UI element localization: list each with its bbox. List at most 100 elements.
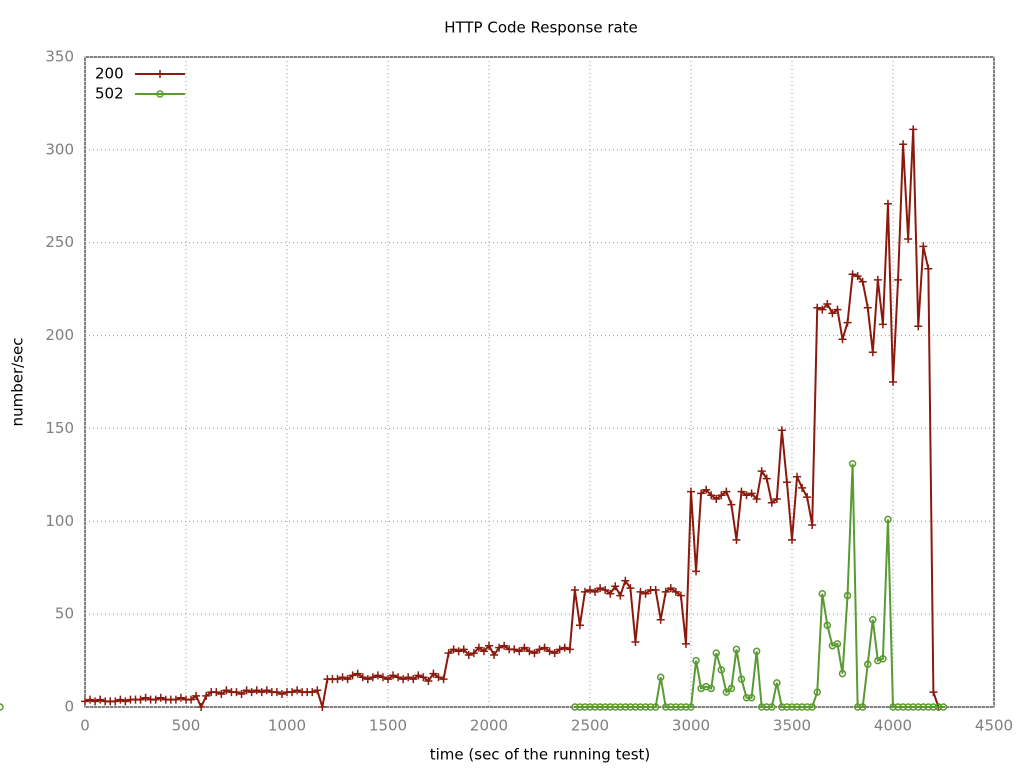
point [242,686,251,695]
point [778,703,786,711]
point [838,335,847,344]
point [757,703,766,711]
point [641,589,650,598]
point [767,498,776,507]
point [853,703,862,711]
point [151,695,160,704]
y-axis-label: number/sec [9,338,27,427]
point [798,703,806,711]
point [894,703,902,711]
point [899,140,908,149]
y-tick-label: 250 [45,233,74,251]
point [373,671,382,680]
point [96,695,105,704]
point [111,697,120,706]
point [662,703,670,711]
point [661,587,670,596]
point [889,703,897,711]
point [434,673,443,682]
point [904,703,912,711]
point [474,643,483,652]
point [641,703,650,711]
point [414,671,423,680]
point [677,703,685,711]
point [353,669,362,678]
point [601,586,610,594]
x-axis-label: time (sec of the running test) [430,746,651,764]
point [424,677,433,685]
point [737,675,746,683]
point [681,639,690,648]
point [889,378,897,386]
point [697,489,706,498]
legend-label: 200 [95,65,124,83]
point [884,515,892,524]
point [530,649,539,658]
point [883,199,892,208]
y-tick-label: 100 [45,512,74,530]
point [343,675,352,684]
point [535,645,544,654]
point [409,675,418,684]
legend-marker [156,70,164,78]
point [914,322,923,331]
point [833,640,842,648]
point [454,647,463,656]
y-tick-label: 200 [45,326,74,344]
point [717,491,726,500]
point [368,673,377,682]
point [763,703,771,711]
point [575,621,584,630]
point [500,641,509,650]
point [86,695,95,704]
point [712,495,721,503]
point [141,693,150,702]
point [389,671,398,680]
point [904,235,913,243]
x-tick-label: 1000 [268,717,306,735]
point [833,305,842,314]
point [909,125,918,134]
point [843,318,852,327]
point [591,587,600,596]
point [914,703,922,711]
point [868,348,877,357]
point [121,697,130,706]
point [591,703,599,711]
point [525,647,534,656]
point [737,487,746,496]
y-tick-label: 50 [55,605,74,623]
point [727,500,736,509]
point [288,688,297,697]
point [813,688,821,696]
point [803,703,811,711]
point [444,649,453,658]
point [606,589,615,598]
point [631,703,640,711]
point [651,703,660,711]
point [808,521,817,529]
series-line [574,463,944,708]
point [479,647,488,656]
x-tick-label: 4000 [874,717,912,735]
point [580,587,589,596]
point [510,645,519,654]
point [672,703,680,711]
x-tick-label: 2000 [470,717,508,735]
point [717,666,726,674]
point [490,651,499,659]
point [656,615,665,624]
point [732,645,741,654]
point [682,703,690,711]
legend-marker [156,90,164,98]
point [646,703,655,711]
point [586,586,594,594]
point [449,645,458,654]
point [192,691,201,700]
point [318,703,327,711]
point [464,651,473,659]
point [747,693,756,702]
point [565,645,574,654]
point [212,688,221,697]
